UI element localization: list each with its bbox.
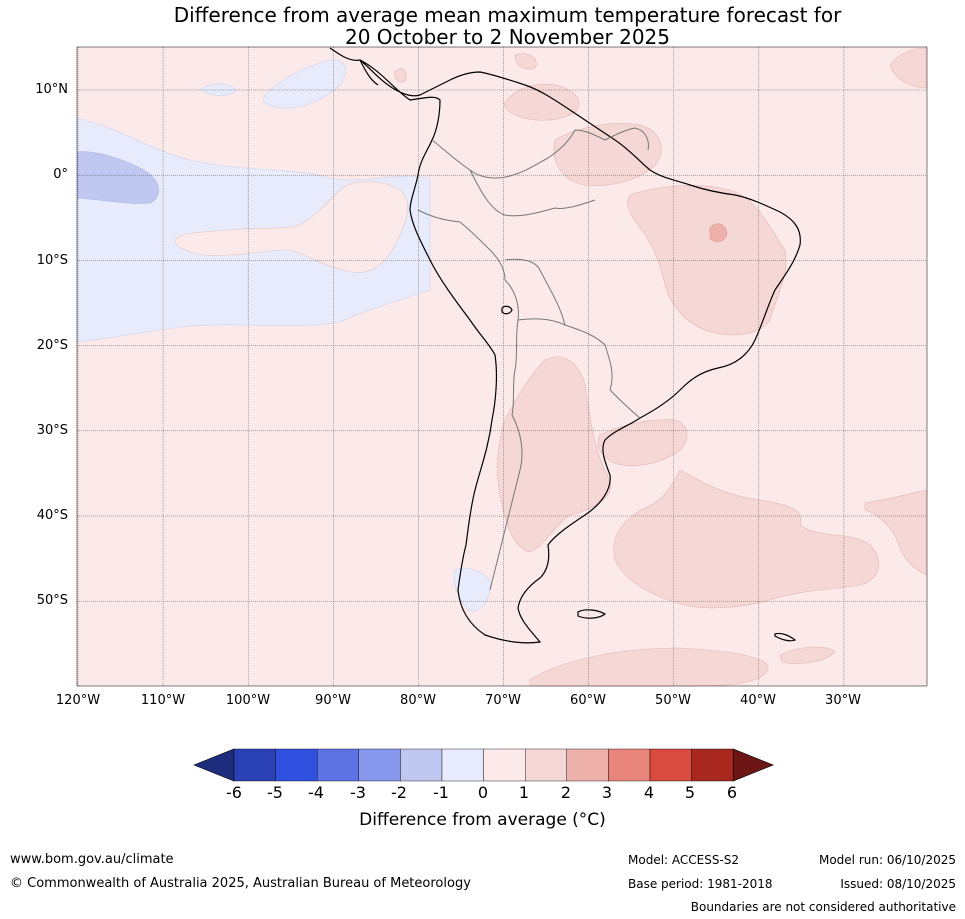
footer-model: Model: ACCESS-S2	[628, 853, 740, 867]
colorbar-tick-label: 6	[726, 783, 738, 802]
colorbar	[193, 748, 775, 782]
warm-anomaly-south-atlantic	[613, 469, 879, 609]
colorbar-segment	[358, 748, 401, 782]
colorbar-tick-label: -6	[226, 783, 242, 802]
colorbar-extend-high	[732, 748, 775, 782]
lon-label: 30°W	[825, 693, 861, 708]
cool-anomaly-small	[199, 83, 237, 96]
warm-anomaly-strong-ne	[709, 223, 728, 243]
lat-label: 20°S	[36, 338, 68, 353]
neutral-patch	[174, 181, 408, 273]
colorbar-tick-label: 0	[477, 783, 489, 802]
coastline-south-georgia	[774, 632, 797, 642]
colorbar-segment	[400, 748, 443, 782]
colorbar-segment	[525, 748, 568, 782]
colorbar-tick-label: 3	[601, 783, 613, 802]
lat-label: 10°N	[35, 82, 68, 97]
colorbar-title: Difference from average (°C)	[359, 810, 606, 830]
lat-label: 0°	[53, 167, 68, 182]
graticule	[77, 47, 927, 686]
colorbar-tick-label: 1	[518, 783, 530, 802]
colorbar-segment	[566, 748, 609, 782]
colorbar-segment	[233, 748, 276, 782]
lon-label: 90°W	[315, 693, 351, 708]
colorbar-segment	[649, 748, 692, 782]
warm-anomaly-argentina	[497, 356, 611, 553]
colorbar-tick-label: 4	[643, 783, 655, 802]
coastline-central-america	[329, 47, 379, 86]
warm-anomaly-guianas	[553, 123, 662, 186]
lon-label: 50°W	[655, 693, 691, 708]
cool-anomaly-strong	[77, 151, 159, 204]
colorbar-segment	[317, 748, 360, 782]
borders-countries	[417, 127, 649, 591]
lon-label: 110°W	[140, 693, 186, 708]
cool-anomaly-north	[263, 59, 346, 109]
coastline-falklands	[577, 609, 607, 619]
warm-anomaly-east-atlantic	[864, 489, 927, 576]
title-line-2: 20 October to 2 November 2025	[344, 25, 671, 49]
lon-label: 70°W	[485, 693, 521, 708]
warm-anomaly-far-south	[779, 646, 836, 664]
colorbar-tick-label: -4	[308, 783, 324, 802]
lon-label: 40°W	[740, 693, 776, 708]
coastline-south-america	[359, 59, 801, 644]
lat-label: 10°S	[36, 253, 68, 268]
colorbar-segment	[483, 748, 526, 782]
footer-copyright: © Commonwealth of Australia 2025, Austra…	[10, 876, 471, 891]
lon-label: 100°W	[225, 693, 271, 708]
title-line-1: Difference from average mean maximum tem…	[173, 3, 842, 27]
warm-anomaly-south	[529, 647, 769, 686]
footer-issued: Issued: 08/10/2025	[840, 877, 956, 891]
colorbar-extend-low	[193, 748, 235, 782]
colorbar-tick-label: 2	[560, 783, 572, 802]
footer-website: www.bom.gov.au/climate	[10, 852, 174, 867]
cool-anomaly-chile	[453, 567, 491, 612]
colorbar-segment	[441, 748, 484, 782]
map-frame	[76, 46, 928, 687]
colorbar-segment	[275, 748, 318, 782]
lon-label: 80°W	[400, 693, 436, 708]
lat-label: 30°S	[36, 423, 68, 438]
lon-label: 120°W	[55, 693, 101, 708]
footer-disclaimer: Boundaries are not considered authoritat…	[690, 900, 956, 914]
map-area	[77, 47, 927, 686]
lon-label: 60°W	[570, 693, 606, 708]
colorbar-segment	[691, 748, 734, 782]
footer-base-period: Base period: 1981-2018	[628, 877, 773, 891]
colorbar-tick-label: 5	[684, 783, 696, 802]
colorbar-tick-label: -3	[350, 783, 366, 802]
colorbar-tick-label: -1	[433, 783, 449, 802]
chart-title: Difference from average mean maximum tem…	[0, 4, 965, 48]
lat-label: 40°S	[36, 508, 68, 523]
coastline-lake-titicaca	[501, 305, 513, 315]
colorbar-segment	[608, 748, 651, 782]
lat-label: 50°S	[36, 593, 68, 608]
warm-anomaly-brazil-ne	[627, 185, 787, 336]
footer-model-run: Model run: 06/10/2025	[818, 853, 956, 867]
warm-anomaly-uruguay	[597, 419, 688, 467]
colorbar-tick-label: -5	[267, 783, 283, 802]
colorbar-tick-label: -2	[391, 783, 407, 802]
warm-anomaly-caribbean	[514, 53, 537, 70]
warm-anomaly-small	[394, 68, 407, 83]
warm-anomaly-venezuela	[504, 83, 580, 121]
warm-anomaly-ne-corner	[889, 47, 927, 89]
